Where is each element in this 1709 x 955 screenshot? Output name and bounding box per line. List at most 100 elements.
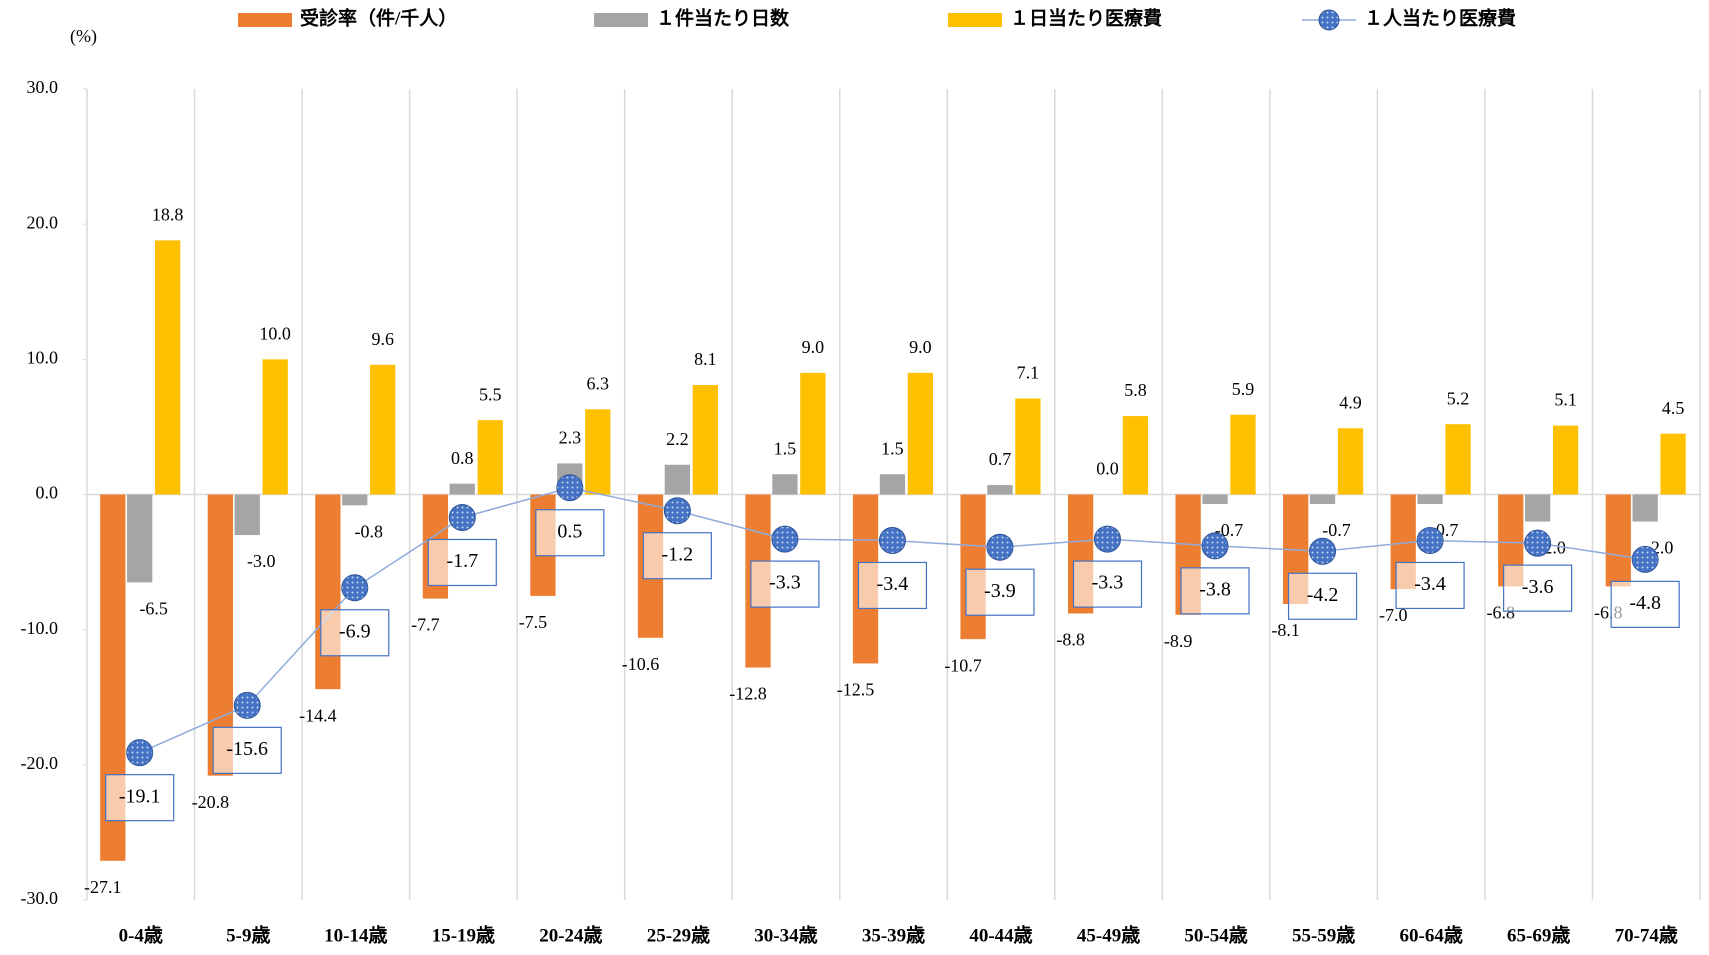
legend-swatch xyxy=(238,13,292,27)
data-label: -8.9 xyxy=(1164,631,1193,651)
marker xyxy=(878,526,906,554)
data-label: 9.0 xyxy=(802,337,825,357)
data-label-box xyxy=(1503,564,1573,612)
data-label: 1.5 xyxy=(881,438,904,458)
marker xyxy=(1201,532,1229,560)
data-label: -3.3 xyxy=(1092,572,1124,594)
bar xyxy=(1202,494,1228,504)
data-label: -1.2 xyxy=(662,543,694,565)
data-label: 6.3 xyxy=(587,373,610,393)
bar xyxy=(1524,494,1551,522)
data-label: 18.8 xyxy=(152,205,184,225)
data-label-box xyxy=(1180,567,1250,615)
legend-marker xyxy=(1318,9,1340,31)
data-label: 5.5 xyxy=(479,384,502,404)
data-label-box xyxy=(320,609,390,657)
data-label: -20.8 xyxy=(192,792,230,812)
data-label: 0.7 xyxy=(989,449,1012,469)
bar xyxy=(370,364,396,495)
bar xyxy=(315,494,341,690)
y-tick-label: 20.0 xyxy=(27,212,59,232)
x-tick-label: 35-39歳 xyxy=(862,924,925,946)
legend-swatch xyxy=(594,13,648,27)
legend-swatch xyxy=(948,13,1002,27)
data-label: -1.7 xyxy=(446,550,478,572)
bar xyxy=(800,372,826,495)
y-tick-label: 30.0 xyxy=(27,77,59,97)
x-tick-label: 45-49歳 xyxy=(1077,924,1140,946)
bar xyxy=(234,494,260,536)
bar xyxy=(477,420,503,495)
bar xyxy=(987,485,1013,495)
bar xyxy=(127,494,153,583)
data-label-box xyxy=(1287,572,1358,620)
data-label: -6.5 xyxy=(139,598,168,618)
marker xyxy=(126,739,154,767)
data-label-box xyxy=(212,726,282,774)
data-label: 0.0 xyxy=(1096,459,1119,479)
legend-label: 受診率（件/千人） xyxy=(300,6,457,29)
data-label: -8.1 xyxy=(1271,620,1300,640)
data-label: -12.8 xyxy=(729,684,767,704)
bar xyxy=(907,372,934,495)
data-label: -12.5 xyxy=(837,680,875,700)
data-label-box xyxy=(535,509,605,557)
data-label: -3.0 xyxy=(247,551,276,571)
data-label: 5.9 xyxy=(1232,379,1255,399)
data-label-box xyxy=(1072,560,1143,608)
bar xyxy=(664,464,690,495)
y-tick-label: 0.0 xyxy=(36,483,59,503)
bar xyxy=(1632,494,1658,522)
bar xyxy=(1660,433,1686,495)
data-label: 9.6 xyxy=(371,329,394,349)
data-label-box xyxy=(1395,561,1465,610)
data-label: -15.6 xyxy=(226,738,268,760)
y-axis-unit: (%) xyxy=(70,26,97,47)
data-label: 7.1 xyxy=(1017,363,1040,383)
bar xyxy=(342,494,368,506)
data-label: -4.2 xyxy=(1307,584,1339,606)
data-label-box xyxy=(642,532,712,580)
data-label: 5.8 xyxy=(1124,380,1147,400)
data-label-box xyxy=(105,774,175,822)
marker xyxy=(1524,529,1552,557)
x-tick-label: 55-59歳 xyxy=(1292,924,1355,946)
data-label: 8.1 xyxy=(694,349,717,369)
x-tick-label: 20-24歳 xyxy=(539,924,602,946)
data-label: 10.0 xyxy=(259,323,291,343)
data-label: -7.5 xyxy=(519,612,548,632)
marker xyxy=(1631,545,1659,573)
legend-label: １日当たり医療費 xyxy=(1010,6,1162,29)
marker xyxy=(986,533,1014,561)
bar xyxy=(1445,424,1471,495)
marker xyxy=(663,497,691,525)
data-label: -3.9 xyxy=(984,580,1016,602)
data-label: -7.0 xyxy=(1379,605,1408,625)
legend-label: １件当たり日数 xyxy=(656,6,790,29)
bar xyxy=(692,385,718,495)
bar xyxy=(1309,494,1336,504)
bar xyxy=(585,409,611,495)
marker xyxy=(1309,537,1337,565)
marker xyxy=(448,503,476,531)
bar xyxy=(1015,398,1041,495)
bar xyxy=(1605,494,1631,587)
data-label-box xyxy=(427,538,497,587)
marker xyxy=(341,574,369,602)
x-tick-label: 0-4歳 xyxy=(119,924,163,946)
marker xyxy=(771,525,799,553)
data-label-box xyxy=(857,561,928,610)
data-label: 0.5 xyxy=(557,520,582,542)
x-tick-label: 70-74歳 xyxy=(1615,924,1678,946)
data-label: -10.6 xyxy=(622,654,660,674)
data-label-box xyxy=(965,568,1035,616)
data-label: 4.9 xyxy=(1339,392,1362,412)
marker xyxy=(1093,525,1121,553)
data-label: -0.7 xyxy=(1322,520,1351,540)
data-label: 2.3 xyxy=(559,428,582,448)
data-label: 2.2 xyxy=(666,429,689,449)
data-label: -3.4 xyxy=(1414,573,1446,595)
x-tick-label: 60-64歳 xyxy=(1400,924,1463,946)
bar xyxy=(772,474,798,495)
x-tick-label: 50-54歳 xyxy=(1184,924,1247,946)
